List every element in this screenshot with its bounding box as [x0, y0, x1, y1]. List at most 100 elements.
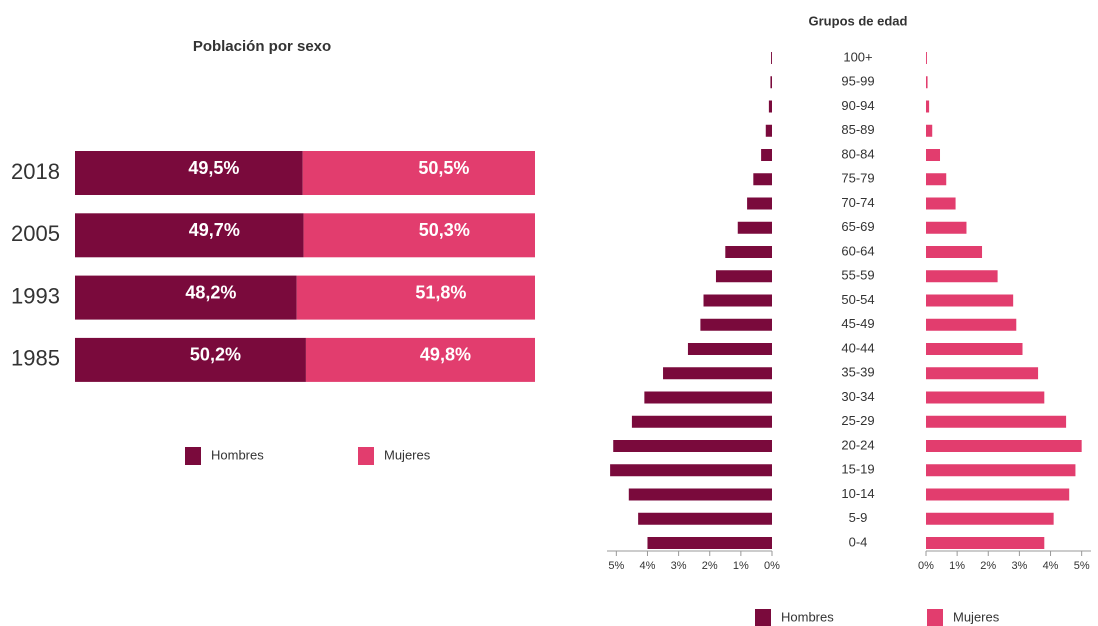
y-tick-label: 2005: [11, 221, 60, 246]
bar-segment: [75, 337, 306, 382]
legend-label: Mujeres: [953, 609, 1000, 624]
y-tick-label: 1993: [11, 283, 60, 308]
bar: [644, 391, 772, 404]
x-tick-label: 1%: [949, 560, 965, 572]
category-label: 45-49: [841, 316, 874, 331]
bar: [926, 464, 1076, 477]
bar: [628, 488, 772, 501]
category-label: 15-19: [841, 462, 874, 477]
bar: [631, 415, 772, 428]
x-tick-label: 0%: [764, 560, 780, 572]
legend-swatch: [358, 447, 374, 465]
x-tick-label: 5%: [1074, 560, 1090, 572]
category-label: 80-84: [841, 146, 874, 161]
bar: [926, 537, 1045, 549]
x-tick-label: 3%: [1011, 560, 1027, 572]
y-tick-label: 1985: [11, 346, 60, 371]
bar-segment: [305, 337, 535, 382]
bar: [761, 149, 772, 161]
x-tick-label: 4%: [1043, 560, 1059, 572]
category-label: 55-59: [841, 268, 874, 283]
value-label: 50,2%: [190, 345, 241, 365]
bar: [725, 246, 772, 258]
bar: [737, 221, 772, 234]
category-label: 60-64: [841, 243, 874, 258]
chart-title: Población por sexo: [193, 38, 331, 55]
x-tick-label: 0%: [918, 560, 934, 572]
bar: [768, 100, 772, 113]
bar: [638, 512, 772, 525]
bar: [687, 343, 772, 355]
legend-swatch: [185, 447, 201, 465]
category-label: 75-79: [841, 171, 874, 186]
bar: [926, 246, 983, 258]
x-tick-label: 4%: [640, 560, 656, 572]
bar-segment: [302, 151, 535, 195]
category-label: 50-54: [841, 292, 874, 307]
bar: [926, 488, 1070, 501]
category-label: 40-44: [841, 340, 874, 355]
legend-label: Hombres: [211, 447, 264, 462]
value-label: 50,3%: [419, 220, 470, 240]
category-label: 35-39: [841, 365, 874, 380]
category-label: 85-89: [841, 122, 874, 137]
category-label: 65-69: [841, 219, 874, 234]
bar: [926, 512, 1054, 525]
value-label: 49,5%: [188, 158, 239, 178]
bar: [926, 100, 930, 113]
legend-label: Hombres: [781, 609, 834, 624]
x-tick-label: 2%: [702, 560, 718, 572]
bar: [753, 173, 772, 186]
bar: [926, 343, 1023, 355]
bar-segment: [75, 275, 297, 320]
bar: [926, 52, 927, 64]
bar: [926, 294, 1014, 307]
category-label: 25-29: [841, 413, 874, 428]
x-tick-label: 2%: [980, 560, 996, 572]
bar: [613, 440, 772, 452]
bar: [926, 76, 928, 89]
bar: [926, 149, 941, 161]
bar-segment: [75, 213, 304, 258]
bar: [715, 270, 772, 283]
bar-segment: [303, 213, 535, 258]
value-label: 48,2%: [185, 282, 236, 302]
bar: [926, 197, 956, 210]
bar-segment: [296, 275, 535, 320]
bar: [765, 124, 772, 137]
category-label: 20-24: [841, 437, 874, 452]
category-label: 30-34: [841, 389, 874, 404]
bar: [926, 221, 967, 234]
bar: [926, 391, 1045, 404]
bar: [663, 367, 772, 380]
bar: [926, 270, 998, 283]
category-label: 100+: [843, 49, 872, 64]
value-label: 51,8%: [415, 282, 466, 302]
value-label: 50,5%: [418, 158, 469, 178]
category-label: 5-9: [849, 510, 868, 525]
bar: [926, 440, 1082, 452]
bar: [647, 537, 772, 549]
value-label: 49,7%: [189, 220, 240, 240]
x-tick-label: 5%: [608, 560, 624, 572]
category-label: 10-14: [841, 486, 874, 501]
category-label: 0-4: [849, 534, 868, 549]
category-label: 90-94: [841, 98, 874, 113]
bar: [703, 294, 772, 307]
bar: [770, 76, 772, 89]
bar-segment: [75, 151, 303, 195]
legend-swatch: [927, 609, 943, 626]
x-tick-label: 3%: [671, 560, 687, 572]
bar: [610, 464, 772, 477]
bar: [926, 415, 1067, 428]
bar: [926, 124, 933, 137]
bar: [926, 318, 1017, 331]
chart-title: Grupos de edad: [809, 13, 908, 28]
value-label: 49,8%: [420, 345, 471, 365]
y-tick-label: 2018: [11, 159, 60, 184]
legend-swatch: [755, 609, 771, 626]
bar: [771, 52, 772, 64]
bar: [926, 173, 947, 186]
x-tick-label: 1%: [733, 560, 749, 572]
